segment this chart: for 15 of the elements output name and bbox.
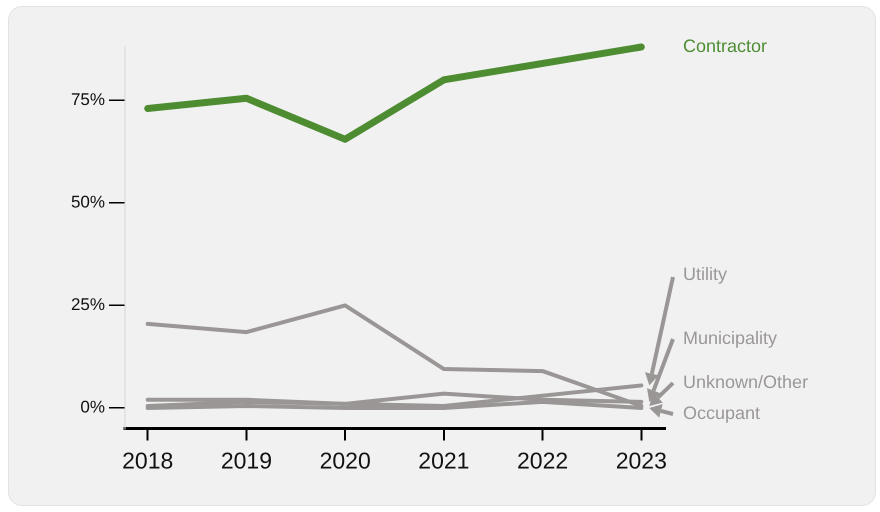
y-tick-label: 75% bbox=[70, 90, 105, 110]
legend-label: Unknown/Other bbox=[683, 372, 808, 392]
text: Utility bbox=[683, 264, 727, 284]
y-tick-label: 25% bbox=[70, 295, 105, 314]
text: Municipality bbox=[683, 328, 778, 348]
legend-label: Occupant bbox=[683, 402, 760, 423]
y-tick-label: 50% bbox=[70, 192, 105, 212]
x-tick-label: 2021 bbox=[418, 448, 470, 474]
x-tick-label: 2023 bbox=[616, 448, 667, 474]
x-tick-label: 2020 bbox=[320, 448, 371, 474]
x-tick-label: 2018 bbox=[122, 448, 174, 474]
y-tick-label: 0% bbox=[80, 398, 105, 417]
x-tick-label: 2019 bbox=[220, 448, 272, 474]
x-tick-label: 2022 bbox=[517, 448, 568, 474]
text: Contractor bbox=[683, 36, 768, 56]
